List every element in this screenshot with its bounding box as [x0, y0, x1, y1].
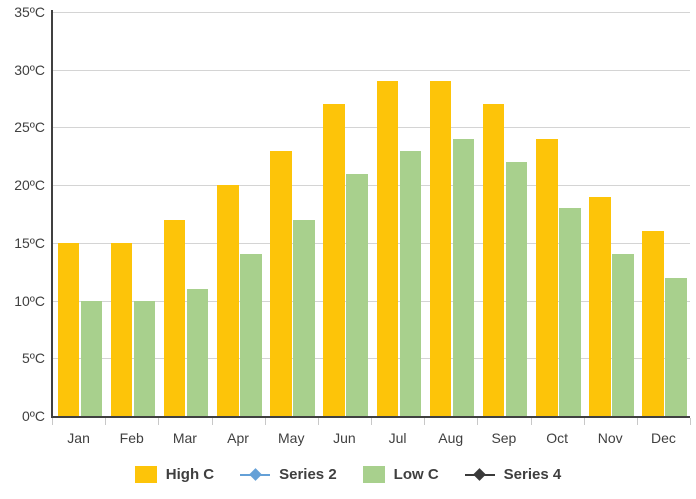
series-4-diamond-marker-icon [464, 466, 495, 483]
bar-high-c-may [270, 150, 292, 416]
y-axis-line [50, 10, 53, 418]
gridline-10 [52, 300, 690, 302]
bar-high-c-mar [163, 219, 186, 416]
bar-high-c-nov [589, 196, 611, 416]
y-tick-label: 35ºC [14, 4, 45, 20]
gridline-30 [52, 69, 690, 71]
bar-high-c-jul [376, 81, 398, 416]
x-axis-tick [477, 418, 479, 425]
x-axis-line [50, 415, 690, 418]
x-tick-label-mar: Mar [172, 430, 197, 446]
bar-low-c-feb [133, 300, 156, 416]
y-tick-label: 25ºC [14, 119, 45, 136]
x-axis-tick [158, 418, 160, 425]
legend-item-series-2: Series 2 [240, 466, 337, 483]
bar-high-c-apr [217, 185, 239, 416]
x-axis-tick [264, 418, 266, 425]
series-2-diamond-marker-icon [240, 466, 271, 483]
x-axis-tick [211, 418, 213, 425]
legend-item-high-c: High C [134, 466, 215, 483]
x-tick-label-apr: Apr [227, 430, 249, 446]
legend-item-series-4: Series 4 [464, 466, 562, 483]
legend-label-series-4: Series 4 [503, 466, 562, 483]
bar-low-c-nov [612, 254, 634, 416]
y-tick-label: 30ºC [14, 61, 45, 78]
x-axis-tick [424, 418, 426, 425]
bar-low-c-mar [186, 289, 209, 416]
x-tick-label-nov: Nov [597, 430, 623, 446]
bar-high-c-feb [110, 242, 133, 416]
y-tick-label: 5ºC [21, 350, 45, 367]
bar-high-c-aug [429, 81, 452, 416]
bar-low-c-dec [665, 277, 687, 416]
x-axis-tick [583, 418, 585, 425]
bar-low-c-jan [80, 300, 102, 416]
x-axis-tick [690, 418, 691, 425]
chart-legend: High C Series 2 Low C Series 4 [0, 466, 696, 483]
gridline-15 [52, 242, 690, 244]
y-tick-label: 15ºC [14, 234, 45, 251]
x-axis-tick [530, 418, 532, 425]
bar-low-c-oct [559, 208, 581, 416]
x-axis-tick [52, 418, 53, 425]
y-tick-label: 20ºC [14, 177, 45, 194]
legend-item-low-c: Low C [362, 466, 439, 483]
x-axis-tick [371, 418, 372, 425]
gridline-5 [52, 358, 690, 360]
bar-high-c-jan [57, 242, 79, 416]
x-tick-label-aug: Aug [438, 430, 464, 446]
high-c-swatch-icon [134, 466, 157, 483]
legend-label-high-c: High C [165, 466, 215, 483]
gridline-25 [52, 127, 690, 129]
bar-high-c-dec [642, 231, 664, 416]
bar-low-c-aug [452, 138, 475, 416]
gridline-35 [52, 12, 690, 13]
x-axis-tick [317, 418, 319, 425]
y-tick-label: 0ºC [21, 408, 45, 424]
bar-high-c-jun [323, 104, 345, 416]
bar-low-c-apr [240, 254, 262, 416]
bar-low-c-may [293, 219, 315, 416]
x-tick-label-may: May [278, 430, 305, 446]
legend-label-series-2: Series 2 [279, 466, 337, 483]
x-tick-label-dec: Dec [650, 430, 676, 446]
x-tick-label-sep: Sep [491, 430, 517, 446]
x-tick-label-jan: Jan [67, 430, 90, 446]
gridline-20 [52, 185, 690, 187]
bar-low-c-jun [346, 173, 368, 416]
plot-area [52, 0, 690, 416]
x-tick-label-jun: Jun [333, 430, 356, 446]
x-tick-label-jul: Jul [388, 430, 407, 446]
x-tick-label-oct: Oct [546, 430, 568, 446]
bar-high-c-sep [482, 104, 505, 416]
x-axis-tick [636, 418, 638, 425]
bar-low-c-sep [505, 162, 528, 416]
bar-low-c-jul [399, 150, 421, 416]
x-axis-tick [105, 418, 107, 425]
bar-high-c-oct [536, 138, 558, 416]
low-c-swatch-icon [362, 466, 385, 483]
y-tick-label: 10ºC [14, 292, 45, 309]
legend-label-low-c: Low C [393, 466, 439, 483]
x-tick-label-feb: Feb [119, 430, 144, 446]
